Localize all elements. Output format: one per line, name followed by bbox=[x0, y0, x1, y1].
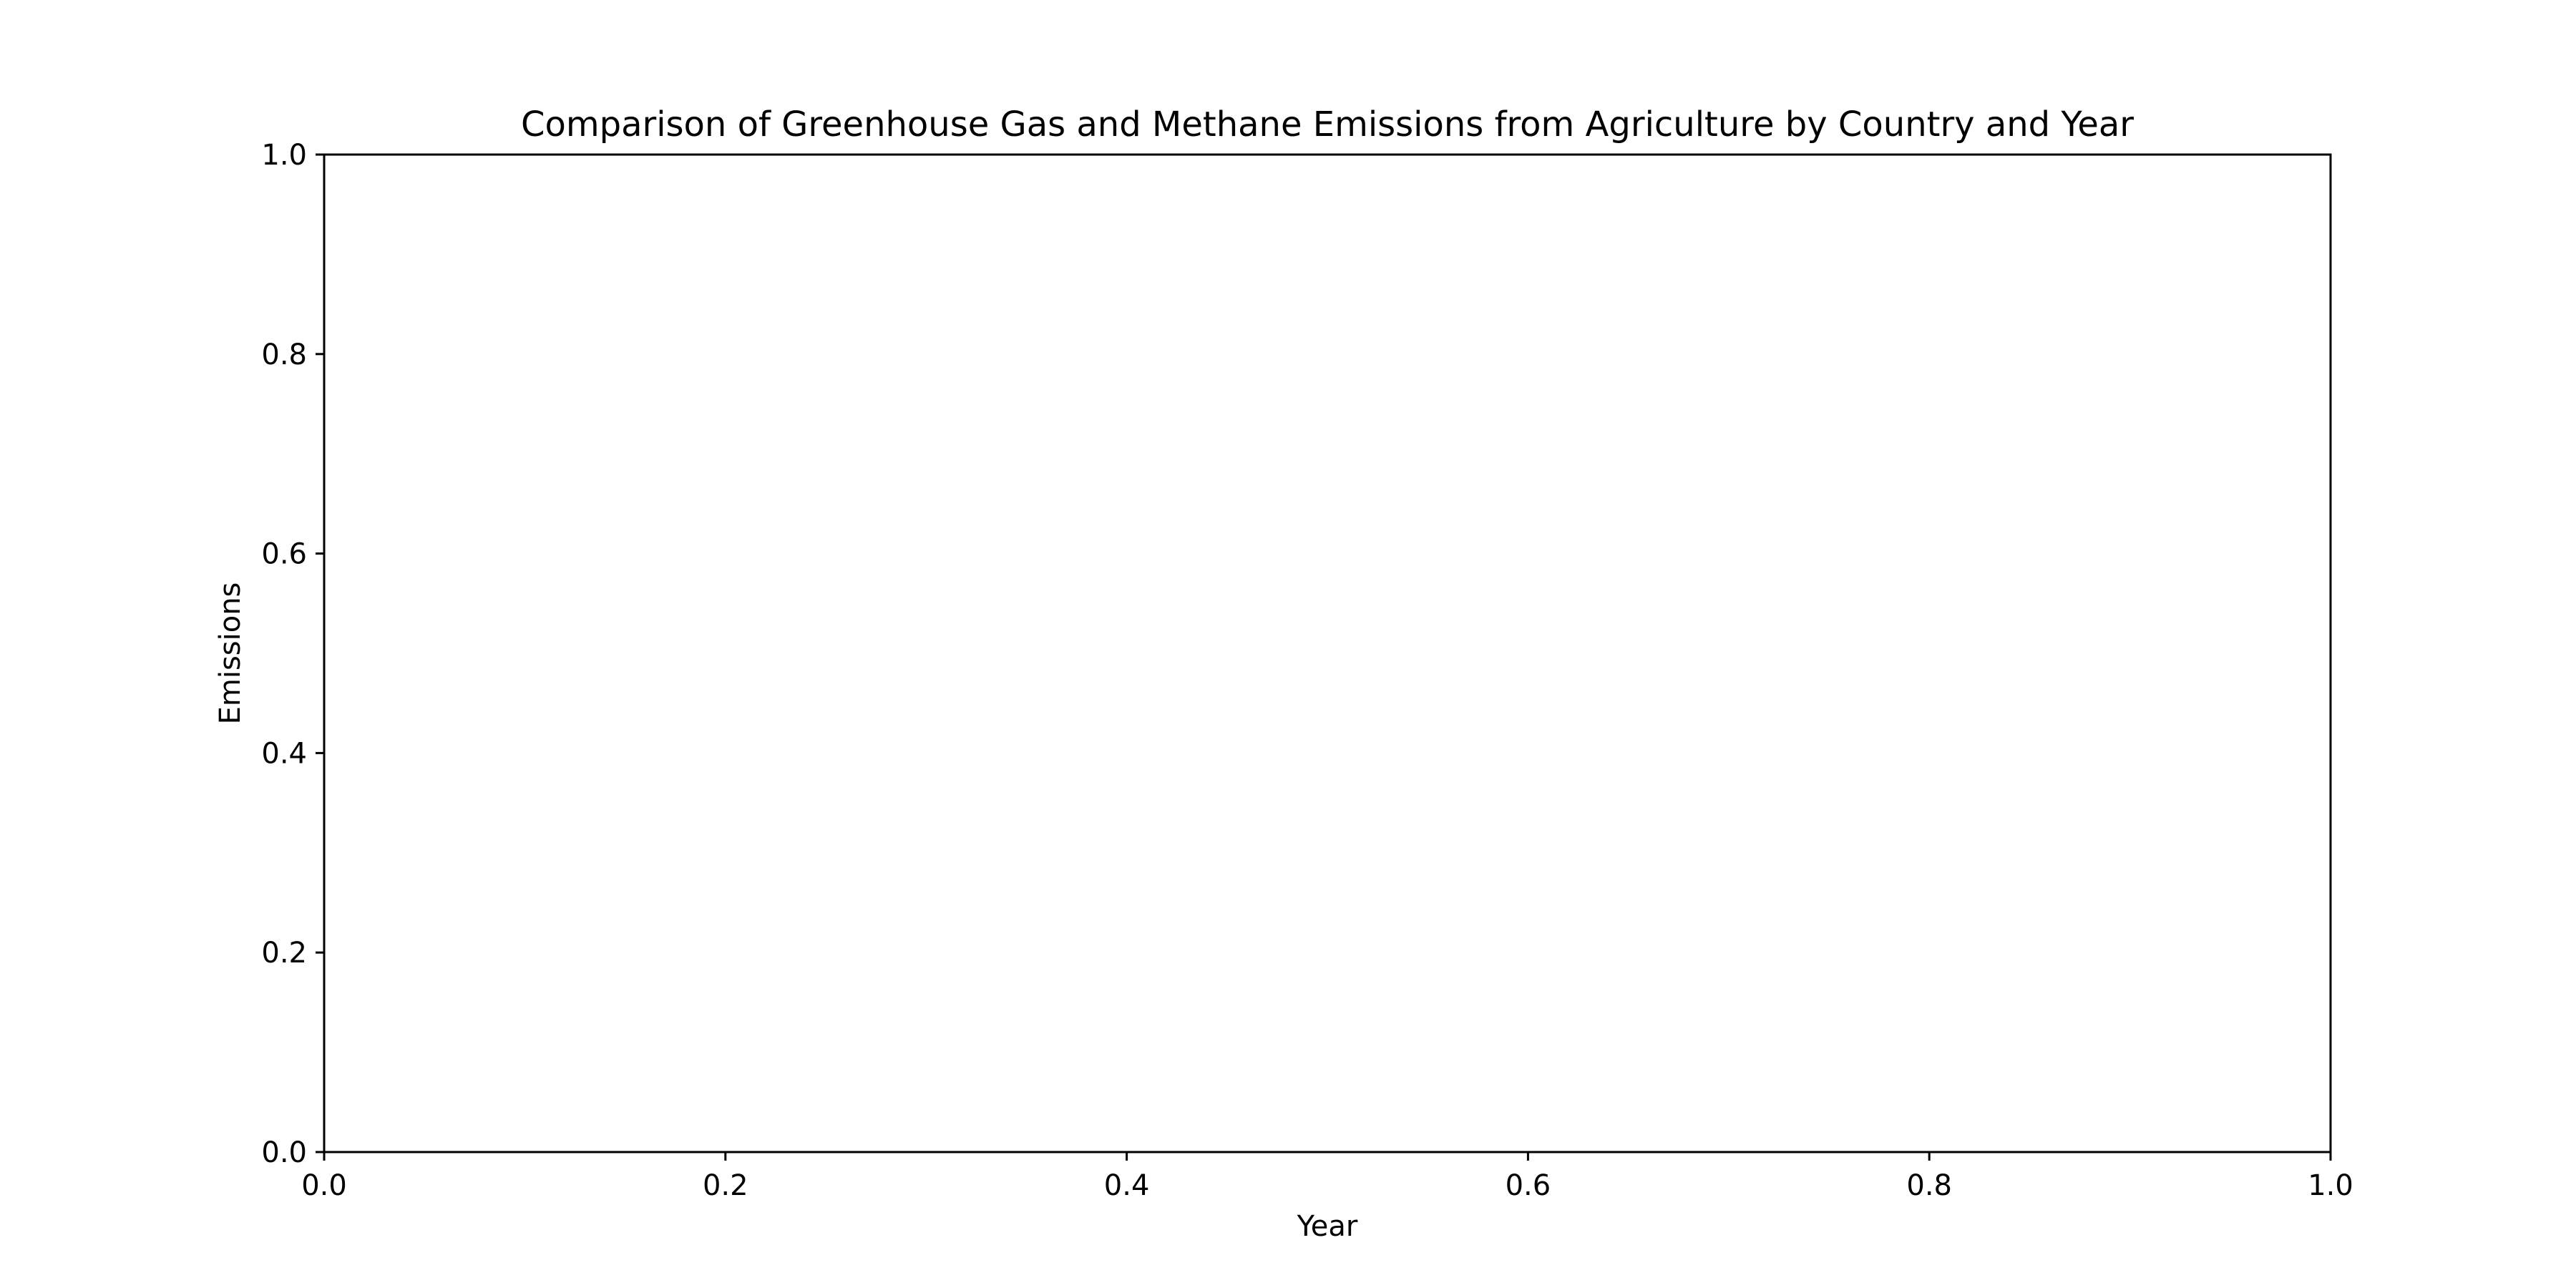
x-tick-label: 0.8 bbox=[1906, 1169, 1952, 1202]
plot-frame bbox=[323, 153, 2332, 1153]
y-tick-label: 1.0 bbox=[261, 139, 307, 172]
y-tick-label: 0.4 bbox=[261, 737, 307, 770]
x-axis: 0.0 0.2 0.4 0.6 0.8 1.0 bbox=[301, 1152, 2353, 1202]
y-tick-label: 0.0 bbox=[261, 1136, 307, 1169]
y-tick-label: 0.2 bbox=[261, 937, 307, 970]
chart-title: Comparison of Greenhouse Gas and Methane… bbox=[521, 104, 2134, 145]
x-axis-label: Year bbox=[1297, 1210, 1358, 1243]
y-axis: 0.0 0.2 0.4 0.6 0.8 1.0 bbox=[261, 139, 324, 1169]
y-tick-label: 0.8 bbox=[261, 338, 307, 371]
y-tick-label: 0.6 bbox=[261, 538, 307, 571]
x-tick-label: 0.6 bbox=[1506, 1169, 1551, 1202]
x-tick-label: 0.0 bbox=[301, 1169, 347, 1202]
y-axis-label: Emissions bbox=[214, 582, 247, 725]
x-tick-label: 0.4 bbox=[1104, 1169, 1150, 1202]
plot-area bbox=[324, 155, 2331, 1152]
x-tick-label: 1.0 bbox=[2308, 1169, 2353, 1202]
x-tick-label: 0.2 bbox=[703, 1169, 748, 1202]
